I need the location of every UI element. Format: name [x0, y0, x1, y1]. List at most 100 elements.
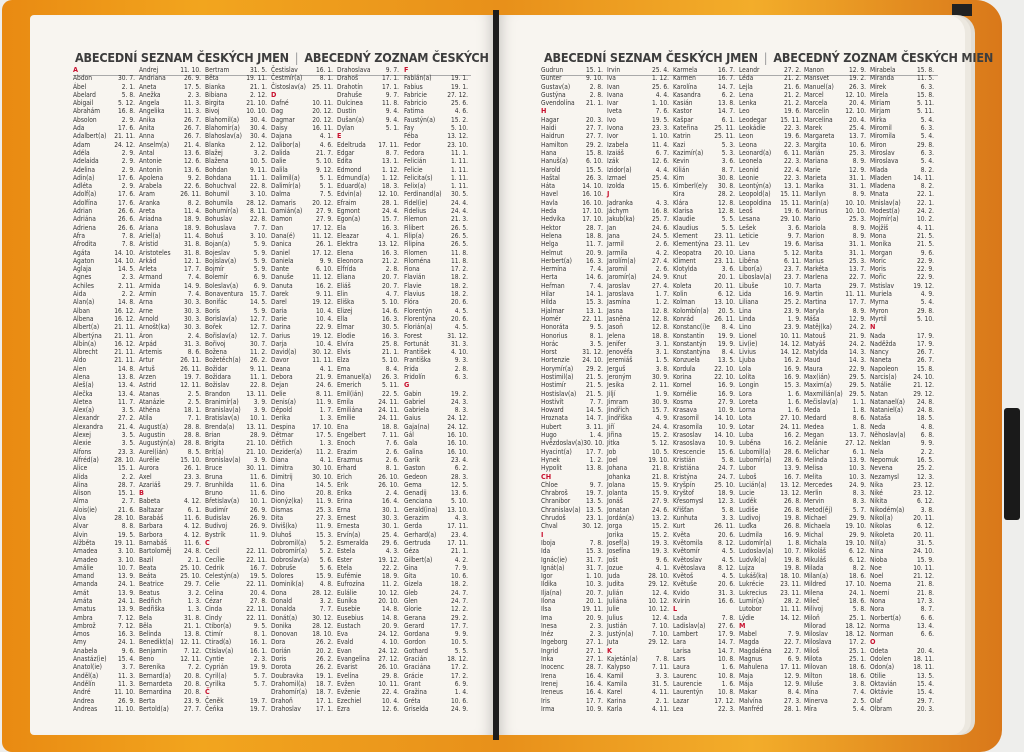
name-label: Nil(a)	[870, 538, 886, 547]
name-label: Anselm(a)	[139, 140, 170, 149]
name-entry: Konzuela 13. 5.	[673, 356, 737, 364]
name-entry: Gerazim 4. 3.	[404, 514, 470, 522]
name-day-date: 15. 8.	[917, 66, 934, 74]
name-entry: Marisa 31. 1.	[804, 240, 868, 248]
name-entry: Davor 11. 11.	[271, 356, 335, 364]
name-day-date: 6. 1.	[187, 505, 201, 514]
name-day-date: 7. 8.	[121, 231, 135, 240]
name-label: Lutobor	[739, 605, 762, 614]
name-label: Květoš	[673, 572, 694, 581]
name-label: Edeltruda	[337, 140, 366, 149]
name-label: Féba	[404, 132, 419, 141]
header-rule	[540, 75, 938, 76]
name-label: Agáta	[73, 248, 91, 257]
name-entry: Konstantýna 8. 4.	[673, 348, 737, 356]
name-day-date: 26. 1.	[316, 240, 333, 249]
name-entry: Donovan 18. 10.	[271, 630, 335, 638]
name-entry: Mirka 5. 4.	[870, 116, 936, 124]
name-day-date: 8. 2.	[920, 182, 934, 191]
name-day-date: 24. 4.	[652, 422, 669, 431]
name-day-date: 17. 1.	[382, 74, 399, 83]
name-label: Áron	[139, 331, 153, 340]
name-day-date: 30. 9.	[652, 372, 669, 381]
name-day-date: 10. 7.	[784, 281, 801, 290]
name-entry: Marieta 31. 1.	[804, 174, 868, 182]
name-day-date: 11. 6.	[184, 538, 201, 547]
name-label: Klarisa	[673, 207, 693, 216]
name-day-date: 4. 12.	[184, 497, 201, 506]
name-day-date: 25. 1.	[849, 613, 866, 622]
name-entry: Enoch 7. 6.	[337, 439, 401, 447]
name-day-date: 24. 10.	[582, 356, 603, 365]
name-day-date: 11. 9.	[316, 397, 333, 406]
name-entry: Dalida 21. 7.	[271, 149, 335, 157]
name-day-date: 14. 6.	[586, 273, 603, 282]
name-label: Lars	[673, 655, 686, 664]
name-day-date: 4. 5.	[454, 306, 468, 315]
name-day-date: 9. 4.	[385, 107, 399, 116]
name-entry: Alois(ie) 21. 6.	[73, 506, 137, 514]
name-day-date: 2. 3.	[121, 273, 135, 282]
name-entry: Alexandra 21. 4.	[73, 423, 137, 431]
name-day-date: 12. 10.	[845, 107, 866, 116]
name-entry: Absolon 2. 9.	[73, 116, 137, 124]
name-entry: Haštal 26. 3.	[541, 174, 605, 182]
name-label: Damaris	[271, 198, 296, 207]
name-label: Doubravka	[271, 671, 304, 680]
name-day-date: 17. 12.	[714, 696, 735, 705]
name-entry: Čestislav 16. 1.	[271, 66, 335, 74]
name-label: Dylan	[337, 124, 355, 133]
name-day-date: 21. 12.	[913, 381, 934, 390]
name-label: Klára	[673, 198, 689, 207]
name-label: Melisa	[804, 464, 823, 473]
name-entry: Leonard(a) 6. 11.	[739, 149, 803, 157]
name-label: Drahoš	[337, 74, 359, 83]
name-day-date: 27. 9.	[316, 207, 333, 216]
name-label: Dana(é)	[271, 231, 295, 240]
name-day-date: 13. 2.	[652, 514, 669, 523]
name-label: Afrodita	[73, 240, 97, 249]
name-label: Lubomil(a)	[739, 447, 771, 456]
name-entry: Kašpar 6. 1.	[673, 116, 737, 124]
name-day-date: 23. 3.	[118, 447, 135, 456]
name-entry: Nela 2. 2.	[870, 448, 936, 456]
name-entry: Léda 21. 2.	[739, 74, 803, 82]
name-day-date: 13. 8.	[184, 630, 201, 639]
name-day-date: 22. 9.	[917, 273, 934, 282]
name-day-date: 20. 4.	[849, 115, 866, 124]
name-day-date: 9. 3.	[454, 356, 468, 365]
name-entry: Bojeslav 5. 9.	[205, 249, 269, 257]
name-label: Medea	[804, 422, 824, 431]
name-label: Filomen	[404, 248, 428, 257]
name-day-date: 7. 4.	[187, 273, 201, 282]
name-day-date: 6. 11.	[784, 256, 801, 265]
name-entry: Bořivoj 30. 7.	[205, 340, 269, 348]
name-entry: Květomír 4. 5.	[673, 547, 737, 555]
name-day-date: 18. 8.	[652, 331, 669, 340]
name-label: Bernardina	[139, 688, 172, 697]
name-label: Edmund(a)	[337, 173, 370, 182]
name-entry: Darek 9. 11.	[271, 290, 335, 298]
name-entry: Míra 5. 4.	[804, 705, 868, 713]
name-day-date: 16. 12.	[114, 306, 135, 315]
name-day-date: 26. 11.	[714, 314, 735, 323]
name-label: Anna	[139, 132, 155, 141]
name-label: Lea	[673, 704, 684, 713]
name-label: Bruno	[205, 489, 223, 498]
name-day-date: 22. 9.	[316, 323, 333, 332]
name-label: Ivona	[607, 124, 624, 133]
name-entry: Eunika 20. 10.	[337, 597, 401, 605]
name-day-date: 28. 10.	[114, 514, 135, 523]
name-label: Miroslava	[870, 157, 899, 166]
name-day-date: 7. 4.	[187, 290, 201, 299]
name-label: Flavie	[404, 281, 422, 290]
name-entry: Erazim 2. 6.	[337, 448, 401, 456]
name-label: Lujza	[739, 563, 755, 572]
name-entry: Drahoš 17. 1.	[337, 74, 401, 82]
name-day-date: 27. 12.	[845, 439, 866, 448]
name-entry: Lazar 17. 12.	[673, 697, 737, 705]
name-label: Konstantin	[673, 331, 705, 340]
name-day-date: 14. 12.	[780, 613, 801, 622]
name-entry: Eustach 20. 9.	[337, 622, 401, 630]
name-entry: Cinda 22. 11.	[205, 605, 269, 613]
